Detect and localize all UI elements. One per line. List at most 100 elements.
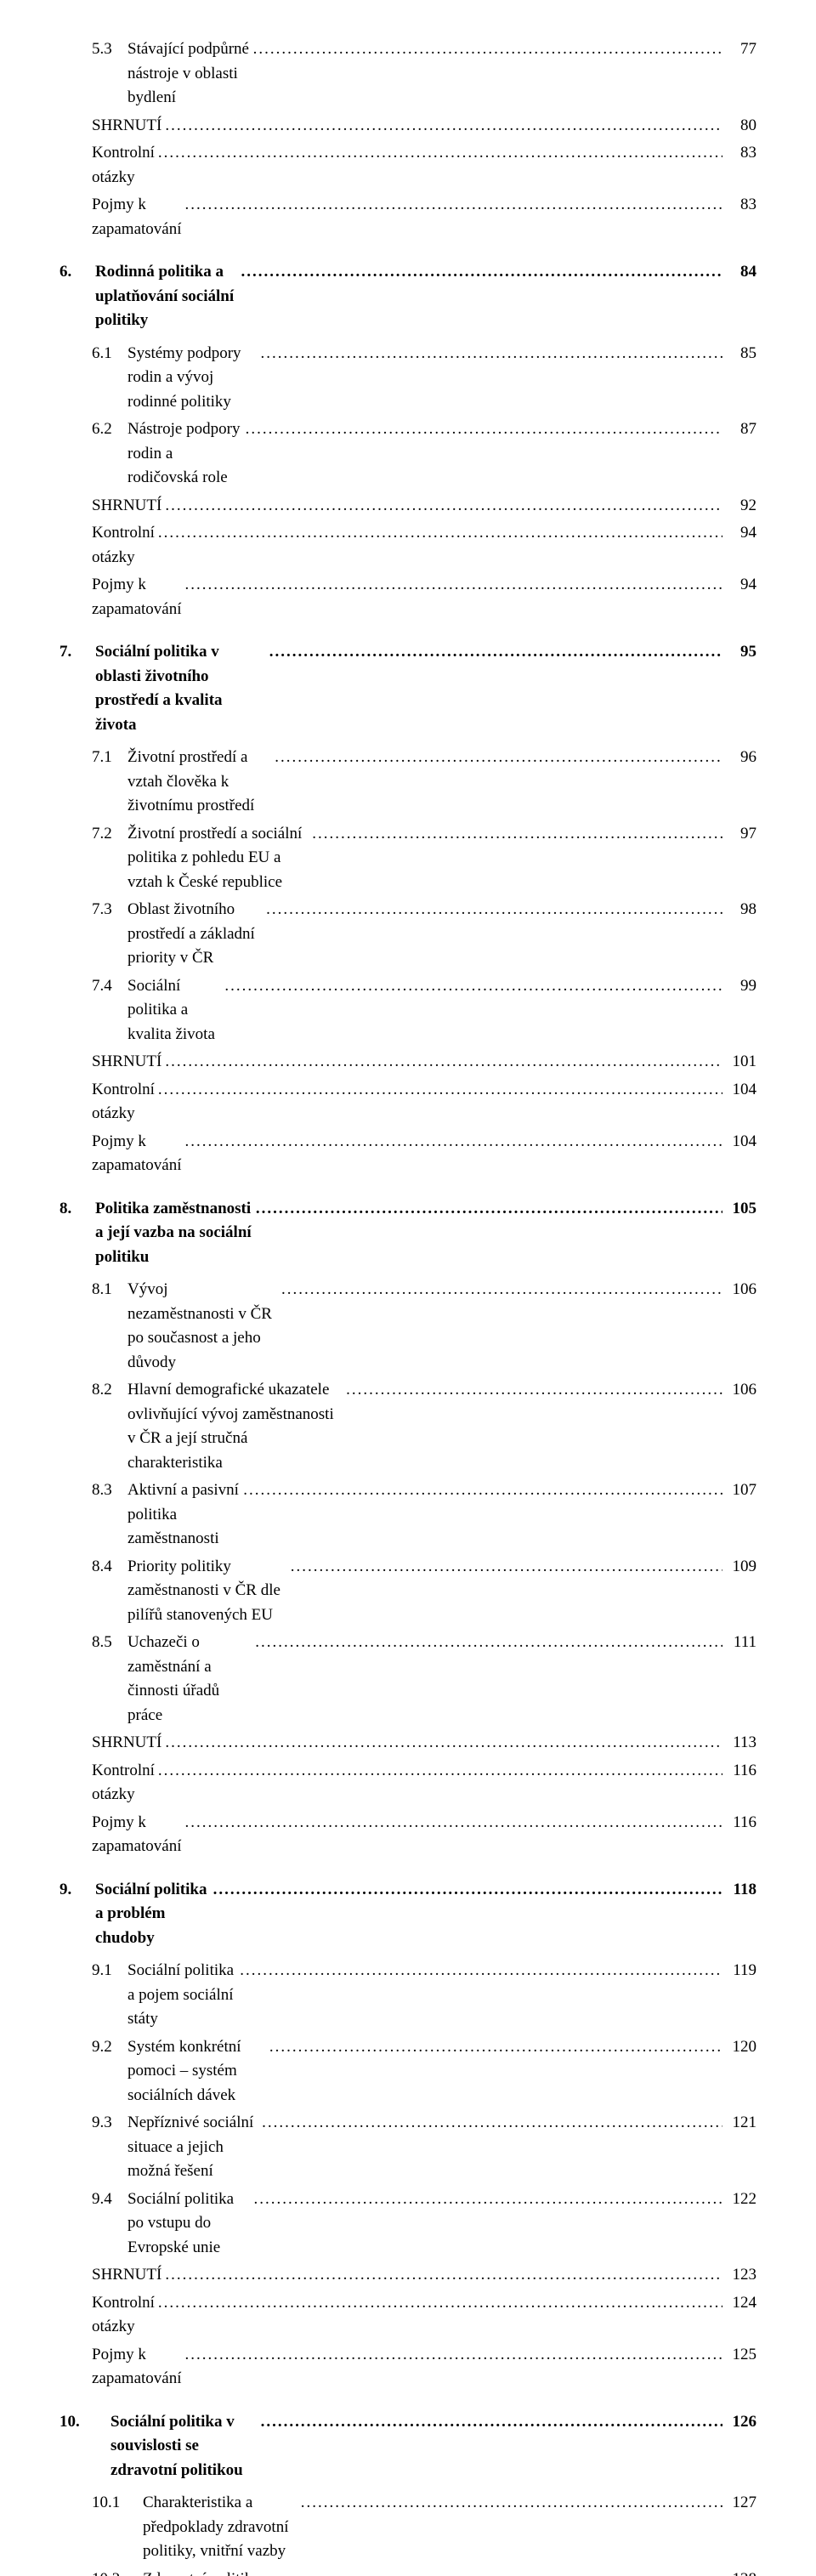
toc-leader-dots: ........................................… [162, 1050, 722, 1075]
toc-entry-number: 8.5 [92, 1631, 128, 1655]
toc-entry-page: 116 [722, 1811, 756, 1836]
toc-leader-dots: ........................................… [155, 521, 722, 546]
toc-entry-title: Uchazeči o zaměstnání a činnosti úřadů p… [128, 1631, 252, 1728]
toc-entry-number: 6.2 [92, 417, 128, 442]
toc-entry-number: 9.4 [92, 2187, 128, 2212]
toc-entry: 6. Rodinná politika a uplatňování sociál… [60, 260, 756, 333]
toc-entry-page: 95 [722, 640, 756, 665]
toc-entry-number: 9. [60, 1878, 95, 1903]
toc-entry-number: 7.2 [92, 822, 128, 847]
toc-entry: 7. Sociální politika v oblasti životního… [60, 640, 756, 737]
toc-entry-page: 98 [722, 898, 756, 922]
toc-entry-number: 7.1 [92, 746, 128, 770]
toc-entry-number: 9.1 [92, 1959, 128, 1983]
toc-entry-number: 7. [60, 640, 95, 665]
toc-leader-dots: ........................................… [252, 1631, 722, 1655]
toc-leader-dots: ........................................… [162, 1731, 722, 1756]
toc-leader-dots: ........................................… [162, 2263, 722, 2288]
toc-leader-dots: ........................................… [278, 1278, 722, 1302]
toc-entry: Kontrolní otázky........................… [60, 141, 756, 190]
toc-entry-page: 118 [722, 1878, 756, 1903]
toc-leader-dots: ........................................… [343, 1378, 722, 1403]
toc-entry-page: 121 [722, 2111, 756, 2136]
toc-entry: 9. Sociální politika a problém chudoby..… [60, 1878, 756, 1951]
toc-entry: 7.3 Oblast životního prostředí a základn… [60, 898, 756, 971]
toc-entry-page: 111 [722, 1631, 756, 1655]
toc-entry-page: 92 [722, 494, 756, 519]
toc-entry: 10.2 Zdravotní politika v České republic… [60, 2567, 756, 2576]
toc-entry: SHRNUTÍ.................................… [60, 1731, 756, 1756]
toc-entry: 9.1 Sociální politika a pojem sociální s… [60, 1959, 756, 2032]
document-page: 5.3 Stávající podpůrné nástroje v oblast… [0, 0, 816, 2576]
toc-entry-number: 8.2 [92, 1378, 128, 1403]
toc-entry: Pojmy k zapamatování....................… [60, 2343, 756, 2392]
toc-entry-title: Zdravotní politika v České republice a z… [143, 2567, 285, 2576]
toc-leader-dots: ........................................… [287, 1555, 722, 1580]
toc-entry-title: Nástroje podpory rodin a rodičovská role [128, 417, 242, 491]
toc-entry-title: Kontrolní otázky [92, 1078, 155, 1126]
toc-entry: 7.1 Životní prostředí a vztah člověka k … [60, 746, 756, 819]
toc-leader-dots: ........................................… [242, 417, 722, 442]
toc-entry-title: Pojmy k zapamatování [92, 193, 182, 241]
toc-entry-title: Pojmy k zapamatování [92, 1811, 182, 1859]
toc-leader-dots: ........................................… [182, 573, 722, 598]
toc-entry: 5.3 Stávající podpůrné nástroje v oblast… [60, 37, 756, 111]
toc-leader-dots: ........................................… [221, 974, 722, 999]
toc-entry-title: Hlavní demografické ukazatele ovlivňujíc… [128, 1378, 343, 1475]
toc-entry: 10. Sociální politika v souvislosti se z… [60, 2410, 756, 2483]
toc-entry-title: Pojmy k zapamatování [92, 1130, 182, 1178]
toc-entry-page: 126 [722, 2410, 756, 2435]
toc-entry-page: 96 [722, 746, 756, 770]
toc-entry-page: 80 [722, 114, 756, 139]
toc-entry-page: 87 [722, 417, 756, 442]
toc-entry-page: 116 [722, 1759, 756, 1784]
toc-entry-title: Kontrolní otázky [92, 1759, 155, 1807]
toc-entry: Kontrolní otázky........................… [60, 2291, 756, 2340]
toc-entry-page: 113 [722, 1731, 756, 1756]
toc-leader-dots: ........................................… [210, 1878, 722, 1903]
toc-entry-title: Oblast životního prostředí a základní pr… [128, 898, 263, 971]
toc-entry: Kontrolní otázky........................… [60, 1759, 756, 1807]
toc-leader-dots: ........................................… [236, 1959, 722, 1983]
toc-entry-number: 8.4 [92, 1555, 128, 1580]
toc-entry-title: Sociální politika po vstupu do Evropské … [128, 2187, 250, 2261]
toc-entry-page: 106 [722, 1378, 756, 1403]
toc-leader-dots: ........................................… [263, 898, 722, 922]
toc-entry-title: Aktivní a pasivní politika zaměstnanosti [128, 1478, 240, 1552]
toc-entry-title: Vývoj nezaměstnanosti v ČR po současnost… [128, 1278, 278, 1375]
toc-entry-page: 84 [722, 260, 756, 285]
toc-entry: Kontrolní otázky........................… [60, 521, 756, 570]
toc-leader-dots: ........................................… [240, 1478, 722, 1503]
toc-entry-page: 85 [722, 342, 756, 366]
toc-leader-dots: ........................................… [258, 2111, 722, 2136]
toc-entry-title: Sociální politika a kvalita života [128, 974, 221, 1047]
toc-entry: 6.1 Systémy podpory rodin a vývoj rodinn… [60, 342, 756, 415]
toc-entry: Pojmy k zapamatování....................… [60, 573, 756, 621]
toc-entry-number: 6.1 [92, 342, 128, 366]
toc-entry-title: SHRNUTÍ [92, 494, 162, 519]
toc-entry-page: 123 [722, 2263, 756, 2288]
toc-entry-number: 10.1 [92, 2491, 143, 2516]
toc-entry-title: Priority politiky zaměstnanosti v ČR dle… [128, 1555, 287, 1628]
toc-entry-number: 10.2 [92, 2567, 143, 2576]
toc-entry-title: Sociální politika v souvislosti se zdrav… [110, 2410, 258, 2483]
toc-entry-title: Kontrolní otázky [92, 521, 155, 570]
toc-leader-dots: ........................................… [271, 746, 722, 770]
toc-entry: 10.1 Charakteristika a předpoklady zdrav… [60, 2491, 756, 2564]
toc-entry-number: 10. [60, 2410, 110, 2435]
toc-entry-title: Politika zaměstnanosti a její vazba na s… [95, 1197, 252, 1270]
toc-entry-title: Stávající podpůrné nástroje v oblasti by… [128, 37, 250, 111]
toc-entry-title: Nepříznivé sociální situace a jejich mož… [128, 2111, 258, 2184]
toc-entry-title: SHRNUTÍ [92, 1050, 162, 1075]
toc-entry: SHRNUTÍ.................................… [60, 114, 756, 139]
toc-entry-page: 106 [722, 1278, 756, 1302]
toc-entry: SHRNUTÍ.................................… [60, 1050, 756, 1075]
toc-entry-title: Sociální politika v oblasti životního pr… [95, 640, 266, 737]
toc-entry-page: 105 [722, 1197, 756, 1222]
toc-entry: 7.2 Životní prostředí a sociální politik… [60, 822, 756, 895]
toc-entry-title: Pojmy k zapamatování [92, 573, 182, 621]
toc-leader-dots: ........................................… [285, 2567, 722, 2576]
toc-entry-number: 7.3 [92, 898, 128, 922]
toc-entry-page: 107 [722, 1478, 756, 1503]
toc-leader-dots: ........................................… [182, 1130, 722, 1155]
